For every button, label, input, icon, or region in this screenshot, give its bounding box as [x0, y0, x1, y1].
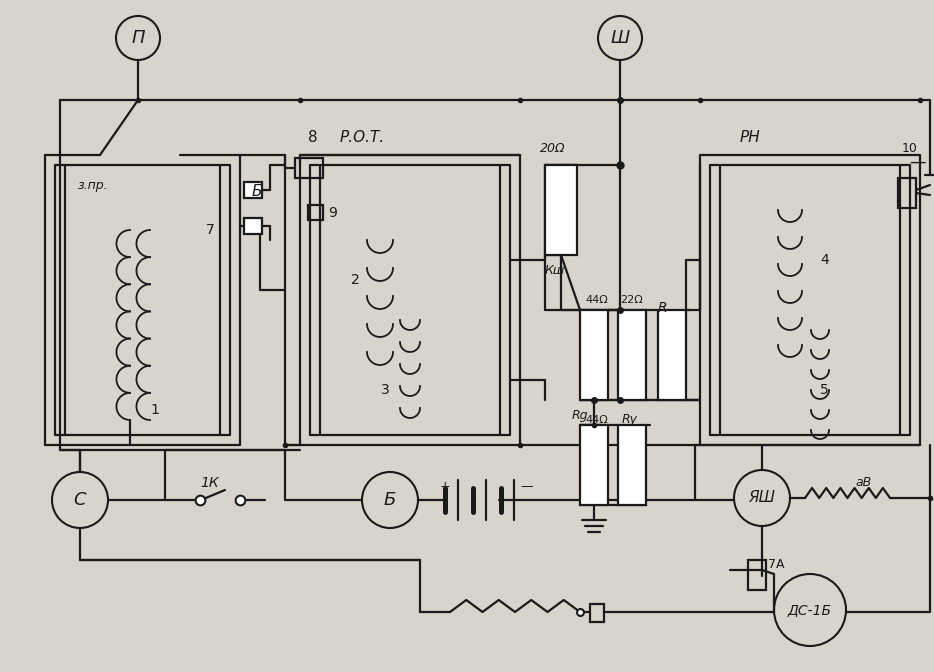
Text: 5: 5	[820, 383, 828, 397]
Text: 7: 7	[206, 223, 215, 237]
Text: +: +	[440, 480, 450, 493]
Text: 7А: 7А	[768, 558, 785, 571]
Text: С: С	[74, 491, 86, 509]
Text: ДС-1Б: ДС-1Б	[788, 603, 832, 617]
Bar	[580, 310, 608, 400]
Text: 10: 10	[902, 142, 918, 155]
Bar	[295, 158, 323, 178]
Text: ЯШ: ЯШ	[748, 491, 775, 505]
Text: Rg: Rg	[572, 409, 588, 421]
Text: R: R	[658, 301, 668, 315]
Text: Б: Б	[384, 491, 396, 509]
Text: —: —	[910, 153, 927, 171]
Bar	[545, 165, 577, 255]
Bar	[618, 425, 646, 505]
Text: 20Ω: 20Ω	[540, 142, 565, 155]
Text: 44Ω: 44Ω	[585, 295, 608, 305]
Text: 1: 1	[150, 403, 160, 417]
Text: Кш: Кш	[545, 263, 565, 276]
Bar	[308, 205, 323, 220]
Bar	[244, 218, 262, 234]
Text: 1К: 1К	[201, 476, 219, 490]
Text: 3: 3	[381, 383, 390, 397]
Text: 8: 8	[308, 130, 318, 146]
Bar	[898, 178, 916, 208]
Bar	[244, 182, 262, 198]
Text: 44Ω: 44Ω	[585, 415, 608, 425]
Text: П: П	[132, 29, 145, 47]
Text: 9: 9	[328, 206, 337, 220]
Text: аВ: аВ	[855, 476, 871, 489]
Text: Б: Б	[252, 185, 262, 200]
Text: Р.О.Т.: Р.О.Т.	[340, 130, 385, 146]
Text: РН: РН	[740, 130, 761, 146]
Text: 2: 2	[351, 273, 360, 287]
Text: 4: 4	[820, 253, 828, 267]
Bar	[748, 560, 766, 590]
Text: 22Ω: 22Ω	[620, 295, 643, 305]
Bar	[590, 604, 604, 622]
Bar	[658, 310, 686, 400]
Text: Ry: Ry	[622, 413, 638, 427]
Text: Ш: Ш	[611, 29, 630, 47]
Bar	[618, 310, 646, 400]
Bar	[580, 425, 608, 505]
Text: з.пр.: з.пр.	[78, 179, 108, 192]
Text: —: —	[520, 480, 532, 493]
